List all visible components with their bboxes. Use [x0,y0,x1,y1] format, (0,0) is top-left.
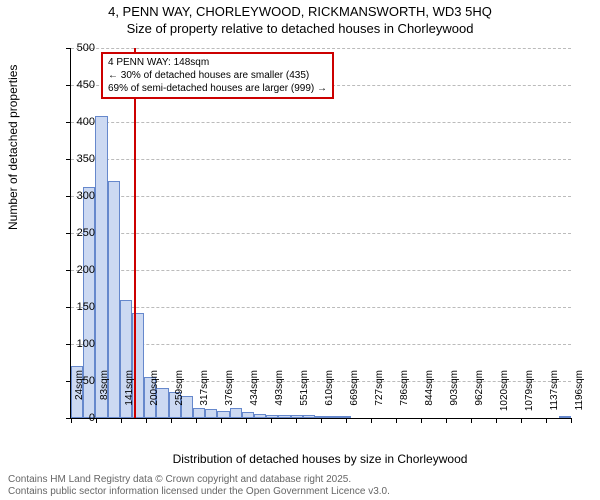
info-line-3: 69% of semi-detached houses are larger (… [108,82,327,95]
chart-container: 4, PENN WAY, CHORLEYWOOD, RICKMANSWORTH,… [0,0,600,500]
footer-line-1: Contains HM Land Registry data © Crown c… [8,474,390,486]
y-axis-label: Number of detached properties [6,65,20,230]
y-tick-label: 500 [55,42,95,54]
x-tick-label: 903sqm [449,370,460,420]
x-tick-label: 962sqm [474,370,485,420]
x-tick-label: 1079sqm [524,370,535,420]
title-line-1: 4, PENN WAY, CHORLEYWOOD, RICKMANSWORTH,… [0,4,600,21]
x-tick-label: 786sqm [399,370,410,420]
info-line-2: ← 30% of detached houses are smaller (43… [108,69,327,82]
x-tick-label: 727sqm [374,370,385,420]
y-tick-label: 250 [55,227,95,239]
y-tick-label: 200 [55,264,95,276]
x-tick-label: 24sqm [74,370,85,420]
info-box: 4 PENN WAY: 148sqm ← 30% of detached hou… [101,52,334,99]
x-tick-label: 551sqm [299,370,310,420]
y-tick-label: 350 [55,153,95,165]
title-line-2: Size of property relative to detached ho… [0,21,600,38]
x-tick-label: 1196sqm [574,370,585,420]
y-tick-label: 150 [55,301,95,313]
chart-title: 4, PENN WAY, CHORLEYWOOD, RICKMANSWORTH,… [0,0,600,38]
x-tick-label: 376sqm [224,370,235,420]
x-tick-label: 669sqm [349,370,360,420]
y-tick-label: 450 [55,79,95,91]
y-tick-label: 100 [55,338,95,350]
y-tick-label: 300 [55,190,95,202]
x-tick-label: 200sqm [149,370,160,420]
x-tick-label: 610sqm [324,370,335,420]
x-tick-label: 317sqm [199,370,210,420]
x-tick-label: 83sqm [99,370,110,420]
x-axis-label: Distribution of detached houses by size … [70,452,570,466]
x-tick-label: 1020sqm [499,370,510,420]
footer-line-2: Contains public sector information licen… [8,486,390,498]
footer: Contains HM Land Registry data © Crown c… [8,474,390,498]
y-tick-label: 400 [55,116,95,128]
x-tick-label: 1137sqm [549,370,560,420]
x-tick-label: 844sqm [424,370,435,420]
info-line-1: 4 PENN WAY: 148sqm [108,56,327,69]
bar [559,416,571,418]
x-tick-label: 434sqm [249,370,260,420]
x-tick-label: 259sqm [174,370,185,420]
x-tick-label: 141sqm [124,370,135,420]
marker-line [134,48,136,418]
x-tick-label: 493sqm [274,370,285,420]
plot-area: 4 PENN WAY: 148sqm ← 30% of detached hou… [70,48,571,419]
